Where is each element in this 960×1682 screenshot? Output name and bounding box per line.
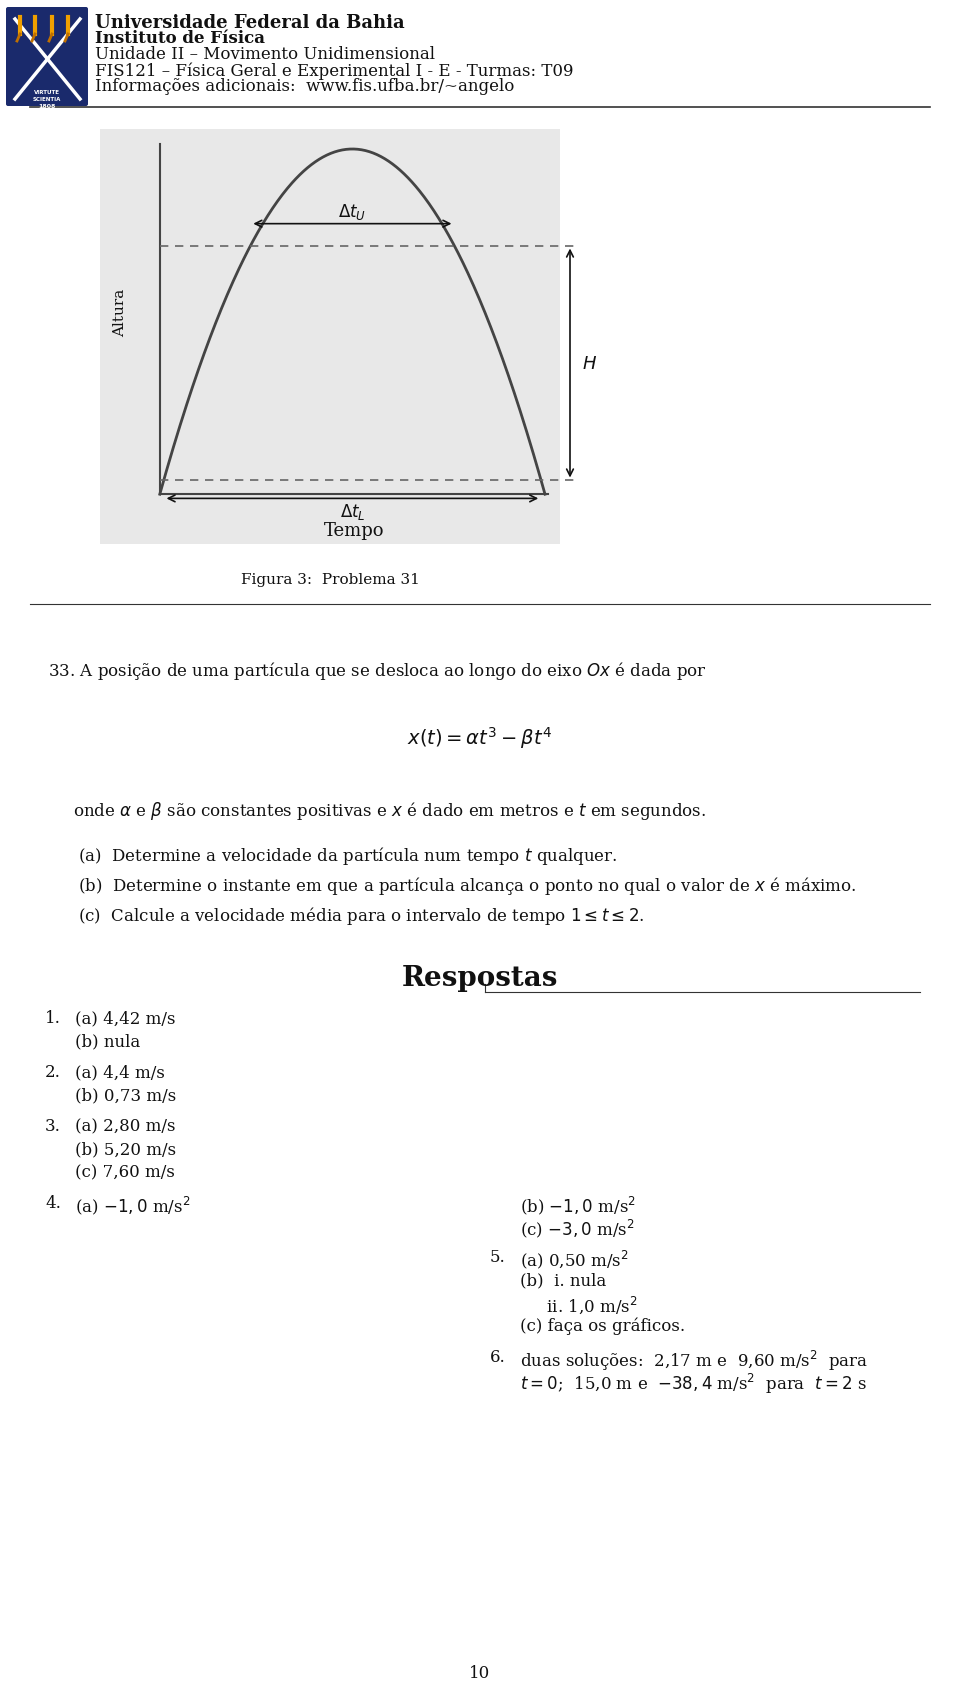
Text: (b) 0,73 m/s: (b) 0,73 m/s <box>75 1087 177 1103</box>
Text: 33. A posição de uma partícula que se desloca ao longo do eixo $Ox$ é dada por: 33. A posição de uma partícula que se de… <box>48 659 707 681</box>
FancyBboxPatch shape <box>6 8 88 108</box>
Text: ii. 1,0 m/s$^2$: ii. 1,0 m/s$^2$ <box>520 1293 637 1315</box>
Text: 4.: 4. <box>45 1194 60 1211</box>
Text: $\Delta t_U$: $\Delta t_U$ <box>338 202 367 222</box>
Text: 6.: 6. <box>490 1349 506 1366</box>
Text: Unidade II – Movimento Unidimensional: Unidade II – Movimento Unidimensional <box>95 45 435 62</box>
Text: Informações adicionais:  www.fis.ufba.br/~angelo: Informações adicionais: www.fis.ufba.br/… <box>95 77 515 94</box>
Text: Instituto de Física: Instituto de Física <box>95 30 265 47</box>
Text: $H$: $H$ <box>582 355 597 373</box>
Text: Universidade Federal da Bahia: Universidade Federal da Bahia <box>95 13 404 32</box>
Text: FIS121 – Física Geral e Experimental I - E - Turmas: T09: FIS121 – Física Geral e Experimental I -… <box>95 62 573 79</box>
Text: (b)  Determine o instante em que a partícula alcança o ponto no qual o valor de : (b) Determine o instante em que a partíc… <box>78 875 856 897</box>
Text: (a) 4,4 m/s: (a) 4,4 m/s <box>75 1063 165 1080</box>
Text: Tempo: Tempo <box>324 521 384 540</box>
Text: duas soluções:  2,17 m e  9,60 m/s$^2$  para: duas soluções: 2,17 m e 9,60 m/s$^2$ par… <box>520 1349 868 1373</box>
Text: Respostas: Respostas <box>402 964 558 991</box>
Text: 1808: 1808 <box>38 104 56 109</box>
Text: Altura: Altura <box>113 288 127 336</box>
Text: (a)  Determine a velocidade da partícula num tempo $t$ qualquer.: (a) Determine a velocidade da partícula … <box>78 844 617 866</box>
Text: (b) 5,20 m/s: (b) 5,20 m/s <box>75 1140 176 1157</box>
Text: 10: 10 <box>469 1663 491 1680</box>
Text: (a) $-1,0$ m/s$^2$: (a) $-1,0$ m/s$^2$ <box>75 1194 190 1216</box>
Text: 3.: 3. <box>45 1117 60 1134</box>
Text: onde $\alpha$ e $\beta$ são constantes positivas e $x$ é dado em metros e $t$ em: onde $\alpha$ e $\beta$ são constantes p… <box>73 799 707 821</box>
Text: (a) 0,50 m/s$^2$: (a) 0,50 m/s$^2$ <box>520 1248 629 1270</box>
Text: (c) 7,60 m/s: (c) 7,60 m/s <box>75 1164 175 1181</box>
Text: 5.: 5. <box>490 1248 506 1265</box>
Text: (a) 2,80 m/s: (a) 2,80 m/s <box>75 1117 176 1134</box>
Text: 2.: 2. <box>45 1063 60 1080</box>
Text: $t = 0$;  15,0 m e  $-38,4$ m/s$^2$  para  $t = 2$ s: $t = 0$; 15,0 m e $-38,4$ m/s$^2$ para $… <box>520 1371 867 1396</box>
Text: (b)  i. nula: (b) i. nula <box>520 1272 607 1288</box>
Text: 1.: 1. <box>45 1009 60 1026</box>
Text: (b) nula: (b) nula <box>75 1033 140 1050</box>
Text: (c)  Calcule a velocidade média para o intervalo de tempo $1 \leq t \leq 2$.: (c) Calcule a velocidade média para o in… <box>78 905 644 927</box>
Text: VIRTUTE: VIRTUTE <box>34 89 60 94</box>
Text: (b) $-1,0$ m/s$^2$: (b) $-1,0$ m/s$^2$ <box>520 1194 636 1216</box>
Text: SCIENTIA: SCIENTIA <box>33 98 61 103</box>
Text: $\Delta t_L$: $\Delta t_L$ <box>340 503 365 521</box>
Text: $x(t) = \alpha t^3 - \beta t^4$: $x(t) = \alpha t^3 - \beta t^4$ <box>407 725 553 750</box>
Text: Figura 3:  Problema 31: Figura 3: Problema 31 <box>241 572 420 587</box>
Text: (c) faça os gráficos.: (c) faça os gráficos. <box>520 1317 685 1336</box>
Bar <box>100 130 560 545</box>
Text: (a) 4,42 m/s: (a) 4,42 m/s <box>75 1009 176 1026</box>
Text: (c) $-3,0$ m/s$^2$: (c) $-3,0$ m/s$^2$ <box>520 1218 635 1240</box>
